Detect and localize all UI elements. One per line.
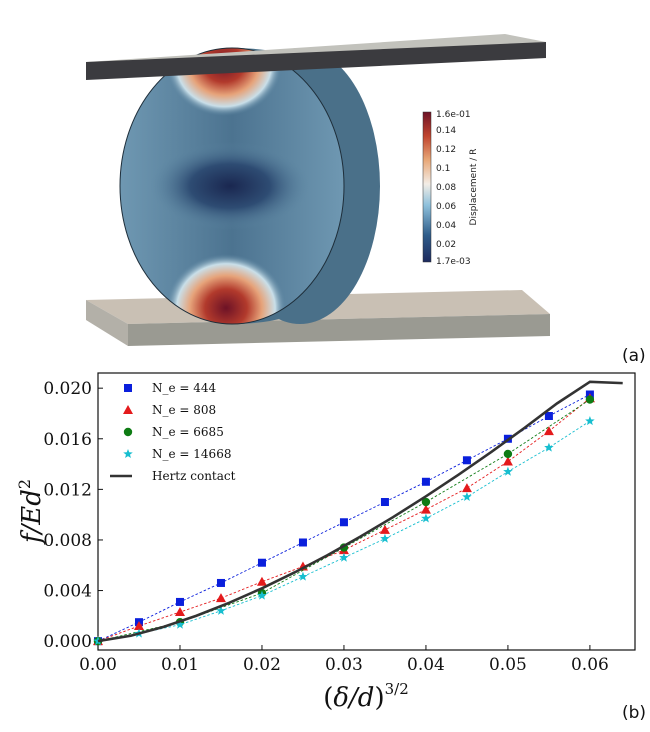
colorbar-gradient [422, 111, 432, 263]
chart: 0.00 0.01 0.02 0.03 0.04 0.05 0.06 0.0000.0040… [15, 372, 636, 713]
data-point [257, 590, 267, 600]
data-point [543, 426, 554, 436]
colorbar-tick: 0.14 [436, 126, 456, 136]
legend-marker [124, 384, 132, 392]
series-4 [97, 380, 623, 643]
legend-label: N_e = 6685 [152, 425, 224, 439]
data-point [216, 605, 226, 615]
legend-label: Hertz contact [152, 469, 236, 483]
colorbar-tick: 0.06 [436, 202, 456, 212]
data-point [298, 571, 308, 581]
colorbar-title: Displacement / R [469, 149, 479, 226]
bottom-plate-left [86, 300, 128, 346]
disk-face [120, 48, 344, 324]
colorbar-tick: 0.12 [436, 145, 456, 155]
x-tick-label: 0.05 [489, 655, 527, 675]
x-axis-title: (δ/d)3/2 [323, 680, 409, 713]
data-point [462, 491, 472, 501]
data-point [175, 619, 185, 629]
data-point [298, 538, 307, 547]
data-point [503, 466, 513, 476]
series-layer [93, 380, 623, 646]
data-point [339, 552, 349, 562]
legend-label: N_e = 808 [152, 403, 216, 417]
x-tick-label: 0.01 [161, 655, 199, 675]
legend-label: N_e = 14668 [152, 447, 231, 461]
data-point [174, 607, 185, 617]
y-axis-title: f/Ed2 [15, 479, 47, 545]
data-point [175, 597, 184, 606]
x-tick-label: 0.02 [243, 655, 281, 675]
y-axis-ticks: 0.000 0.004 0.008 0.012 0.016 0.020 [43, 379, 103, 652]
y-tick-label: 0.020 [43, 379, 92, 399]
hertz-curve [97, 380, 623, 643]
data-point [461, 483, 472, 493]
data-point [420, 504, 431, 514]
data-point [585, 395, 595, 404]
y-tick-label: 0.012 [43, 480, 92, 500]
data-point [339, 518, 348, 527]
data-point [503, 449, 513, 459]
y-tick-label: 0.008 [43, 531, 92, 551]
x-axis-ticks: 0.00 0.01 0.02 0.03 0.04 0.05 0.06 [79, 645, 609, 675]
data-point [133, 620, 144, 630]
data-point [544, 442, 554, 452]
data-point [585, 416, 595, 426]
legend-marker [123, 405, 133, 414]
y-tick-label: 0.000 [43, 632, 92, 652]
colorbar-tick: 0.08 [436, 183, 456, 193]
x-tick-label: 0.00 [79, 655, 117, 675]
data-point [544, 412, 553, 421]
data-point [256, 576, 267, 586]
data-point [215, 593, 226, 603]
data-point [379, 524, 390, 534]
x-tick-label: 0.03 [325, 655, 363, 675]
data-point [380, 533, 390, 543]
x-tick-label: 0.04 [407, 655, 445, 675]
data-point [502, 456, 513, 466]
x-tick-label: 0.06 [571, 655, 609, 675]
legend-marker [123, 449, 133, 459]
legend-label: N_e = 444 [152, 381, 217, 395]
render-3d: 1.6e-01 0.14 0.12 0.1 0.08 0.06 0.04 0.0… [86, 34, 550, 346]
plot-area [97, 372, 636, 651]
data-point [462, 456, 471, 465]
panel-label-b: (b) [622, 703, 647, 723]
data-point [421, 513, 431, 523]
colorbar-tick: 0.1 [436, 164, 450, 174]
y-tick-label: 0.016 [43, 430, 92, 450]
legend: N_e = 444 N_e = 808 N_e = 6685 N_e = 14668 H… [110, 381, 236, 483]
data-point [380, 498, 389, 507]
data-point [216, 578, 225, 587]
data-point [421, 477, 430, 486]
colorbar-tick: 0.02 [436, 240, 456, 250]
colorbar: 1.6e-01 0.14 0.12 0.1 0.08 0.06 0.04 0.0… [422, 110, 479, 267]
colorbar-max-label: 1.6e-01 [436, 110, 471, 120]
colorbar-tick: 0.04 [436, 221, 456, 231]
panel-label-a: (a) [622, 346, 646, 366]
data-point [257, 558, 266, 567]
colorbar-min-label: 1.7e-03 [436, 257, 471, 267]
legend-marker [123, 427, 133, 437]
top-plate-underside [86, 42, 546, 80]
y-tick-label: 0.004 [43, 582, 92, 602]
data-point [421, 497, 431, 507]
